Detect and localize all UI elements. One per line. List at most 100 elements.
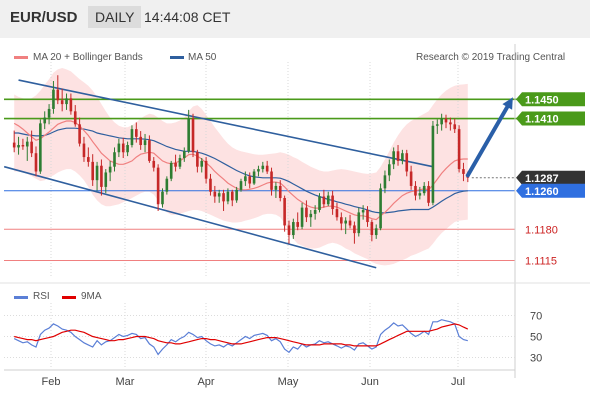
- candle-body: [366, 210, 369, 223]
- 9ma-legend-swatch: [62, 296, 76, 299]
- candle-body: [374, 228, 378, 236]
- ma50-line: [14, 127, 468, 214]
- candle-body: [196, 152, 199, 167]
- candle-body: [435, 124, 439, 126]
- candle-body: [182, 151, 186, 159]
- 9ma-line: [14, 323, 469, 347]
- candle-body: [200, 160, 204, 167]
- candle-body: [126, 145, 129, 153]
- resistance-level-tag: [516, 111, 585, 126]
- channel-lower-line: [3, 165, 377, 269]
- candle-body: [230, 191, 234, 201]
- candle-body: [322, 196, 326, 205]
- timeframe-badge[interactable]: DAILY: [88, 6, 142, 28]
- rsi-tick-50: 50: [530, 332, 542, 344]
- candle-body: [161, 191, 164, 205]
- rsi-tick-30: 30: [530, 353, 542, 365]
- chart-header: EUR/USD DAILY 14:44:08 CET: [0, 0, 590, 38]
- candle-body: [414, 185, 417, 196]
- pivot-level-tag: [516, 183, 585, 198]
- candle-body: [209, 178, 212, 192]
- timestamp: 14:44:08 CET: [144, 9, 231, 25]
- candle-body: [43, 117, 47, 124]
- x-tick-mar: Mar: [116, 376, 135, 388]
- candle-body: [91, 161, 95, 181]
- candle-body: [213, 191, 217, 197]
- research-credit: Research © 2019 Trading Central: [416, 52, 566, 63]
- candle-body: [353, 225, 356, 234]
- candle-body: [379, 188, 382, 229]
- candle-body: [261, 165, 265, 170]
- candle-body: [449, 122, 452, 125]
- candle-body: [239, 181, 243, 190]
- candle-body: [331, 195, 334, 210]
- candle-body: [318, 196, 321, 211]
- candle-body: [462, 169, 465, 174]
- candle-body: [78, 124, 81, 144]
- resistance-level-tag: [516, 92, 585, 107]
- projection-arrowhead: [502, 97, 513, 110]
- candle-body: [226, 191, 230, 202]
- candle-body: [60, 100, 64, 105]
- level-label-1.1180: 1.1180: [525, 224, 558, 236]
- candle-body: [156, 167, 160, 205]
- candle-body: [405, 153, 409, 172]
- candle-body: [30, 141, 33, 154]
- x-tick-feb: Feb: [42, 376, 61, 388]
- candle-body: [292, 222, 295, 236]
- candle-body: [296, 222, 300, 227]
- rsi-legend-swatch: [14, 296, 28, 299]
- candle-body: [396, 151, 400, 161]
- candle-body: [440, 118, 443, 125]
- candle-body: [344, 220, 347, 224]
- level-label-1.1260: 1.1260: [525, 186, 559, 198]
- candle-body: [309, 213, 313, 218]
- candle-body: [361, 210, 365, 213]
- candle-body: [300, 207, 304, 227]
- ma50-legend-label: MA 50: [188, 52, 217, 63]
- candle-body: [418, 193, 422, 196]
- candle-body: [17, 145, 20, 148]
- candle-body: [95, 165, 99, 181]
- candle-body: [191, 118, 195, 153]
- candle-body: [47, 108, 51, 118]
- ma20-legend-label: MA 20 + Bollinger Bands: [33, 52, 143, 63]
- candle-body: [444, 118, 448, 123]
- 9ma-legend-label: 9MA: [81, 291, 102, 302]
- current-level-tag: [516, 170, 585, 185]
- x-tick-may: May: [278, 376, 299, 388]
- candle-body: [387, 164, 391, 176]
- candle-body: [222, 193, 225, 202]
- candle-body: [431, 125, 435, 203]
- x-tick-apr: Apr: [197, 376, 214, 388]
- candle-body: [283, 197, 286, 226]
- candle-body: [335, 209, 339, 218]
- candle-body: [121, 143, 125, 153]
- candle-body: [178, 158, 182, 167]
- channel-upper-line: [18, 79, 434, 168]
- candle-body: [100, 165, 103, 187]
- candle-body: [56, 89, 60, 101]
- candle-body: [139, 136, 142, 146]
- candle-body: [113, 152, 116, 167]
- candle-body: [34, 153, 38, 172]
- candle-body: [357, 212, 361, 234]
- candle-body: [457, 129, 461, 170]
- candle-body: [244, 176, 247, 182]
- candle-body: [187, 118, 190, 152]
- candle-body: [427, 185, 430, 203]
- candle-body: [152, 160, 156, 168]
- candle-body: [340, 217, 343, 224]
- candle-body: [274, 185, 278, 190]
- ma20-legend-swatch: [14, 56, 28, 59]
- candle-body: [39, 123, 42, 172]
- x-tick-jun: Jun: [361, 376, 379, 388]
- level-label-1.1287: 1.1287: [525, 173, 559, 185]
- candle-body: [143, 140, 147, 146]
- bollinger-band: [14, 68, 468, 266]
- candle-body: [248, 176, 252, 184]
- candle-body: [383, 175, 387, 189]
- candle-body: [135, 129, 138, 137]
- candle-body: [305, 207, 308, 218]
